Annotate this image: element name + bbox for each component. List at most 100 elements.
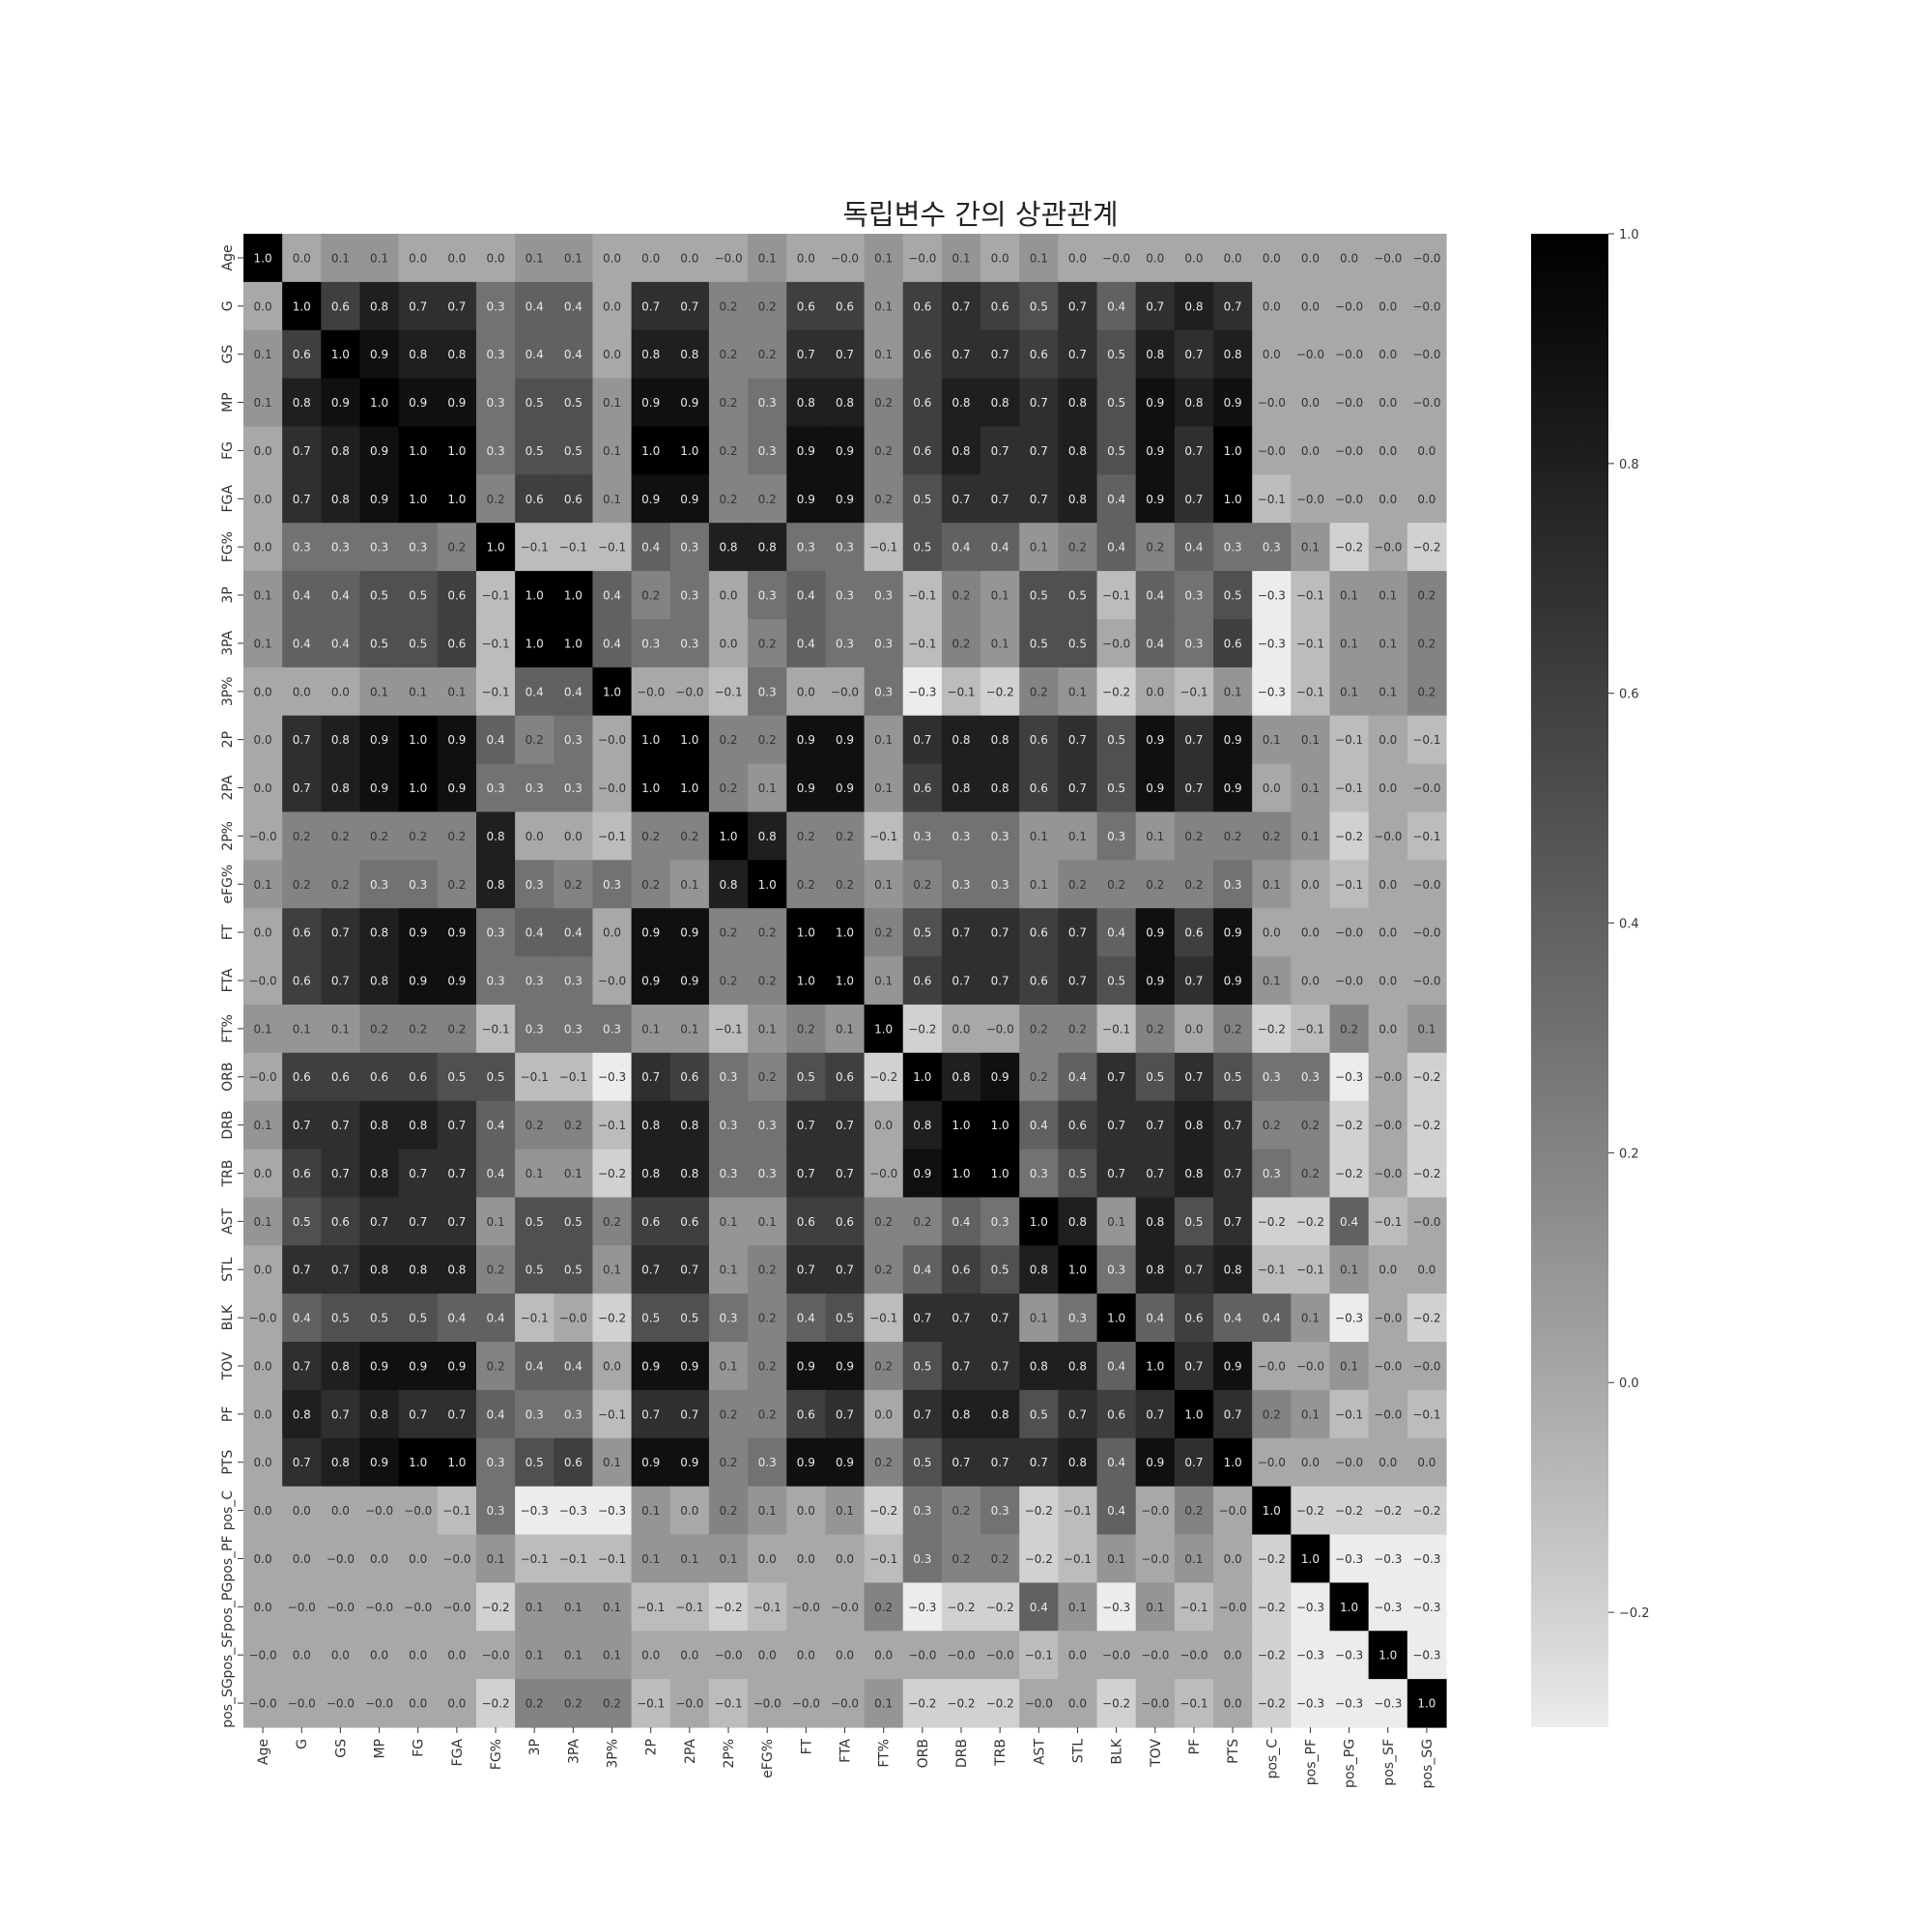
cell-value-label: 0.1 [1378,637,1397,650]
cell-value-label: 0.5 [293,1215,311,1229]
cell-value-label: −0.0 [1412,348,1440,361]
x-tick-label: 3P% [606,1739,621,1769]
cell-value-label: 1.0 [331,348,350,361]
cell-value-label: 0.2 [719,733,737,747]
heatmap-cell [282,571,322,620]
heatmap-cell [1058,1679,1098,1728]
heatmap-cell [554,571,594,620]
cell-value-label: 0.2 [797,1022,815,1036]
heatmap-cell [631,1582,671,1632]
heatmap-cell [864,1293,904,1343]
cell-value-label: 0.3 [564,733,582,747]
cell-value-label: 0.4 [1224,1312,1242,1325]
cell-value-label: 0.4 [331,589,350,603]
heatmap-cell [980,281,1020,331]
heatmap-cell [941,1052,981,1102]
cell-value-label: 0.7 [1224,299,1242,313]
heatmap-cell [669,1100,710,1151]
cell-value-label: −0.0 [404,1601,432,1614]
heatmap-cell [282,1197,322,1246]
cell-value-label: 0.8 [1184,396,1203,410]
heatmap-cell [398,329,439,380]
heatmap-cell [1368,378,1408,428]
cell-value-label: 0.1 [254,1119,272,1132]
heatmap-cell [1252,667,1292,717]
cell-value-label: 0.9 [1224,396,1242,410]
heatmap-cell [941,426,981,475]
cell-value-label: 0.1 [680,1552,698,1566]
cell-value-label: 0.6 [913,348,931,361]
cell-value-label: 0.5 [564,396,582,410]
cell-value-label: −0.2 [1296,1215,1324,1229]
heatmap-cell [359,281,400,331]
cell-value-label: 0.4 [1340,1215,1358,1229]
cell-value-label: 0.7 [1184,733,1203,747]
cell-value-label: 0.3 [991,1504,1009,1518]
heatmap-cell [825,1437,866,1488]
cell-value-label: 1.0 [603,685,621,698]
cell-value-label: 0.3 [874,685,893,698]
heatmap-cell [592,234,633,283]
heatmap-cell [669,1437,710,1488]
heatmap-cell [1096,1293,1137,1343]
cell-value-label: 0.0 [487,251,505,265]
heatmap-cell [1096,1389,1137,1439]
x-tick-label: 2PA [683,1739,698,1764]
cell-value-label: −0.2 [986,1601,1014,1614]
x-tick-label: 2P% [722,1739,737,1769]
cell-value-label: 0.0 [1378,348,1397,361]
cell-value-label: 0.5 [641,1312,660,1325]
cell-value-label: 0.2 [913,1215,931,1229]
cell-value-label: 0.5 [1030,299,1048,313]
heatmap-cell [1368,618,1408,668]
heatmap-cell [902,1197,943,1246]
chart-title: 독립변수 간의 상관관계 [842,198,1118,231]
cell-value-label: 0.1 [874,975,893,988]
cell-value-label: 0.0 [1378,878,1397,892]
heatmap-cell [1058,1197,1098,1246]
cell-value-label: 0.6 [836,1070,854,1084]
heatmap-cell [1135,1582,1176,1632]
heatmap-cell [1213,1679,1253,1728]
cell-value-label: 0.5 [370,1312,388,1325]
cell-value-label: 0.3 [1107,1264,1125,1277]
heatmap-cell [786,329,827,380]
cell-value-label: −0.3 [1335,1649,1363,1662]
heatmap-cell [1329,523,1370,572]
cell-value-label: 0.2 [526,733,544,747]
cell-value-label: 0.6 [836,1215,854,1229]
cell-value-label: 0.9 [836,444,854,458]
cell-value-label: 0.7 [1224,1119,1242,1132]
heatmap-cell [398,1293,439,1343]
cell-value-label: 0.1 [874,781,893,795]
cell-value-label: −0.1 [908,589,936,603]
cell-value-label: 0.3 [487,1504,505,1518]
cell-value-label: 0.7 [447,1167,466,1180]
heatmap-cell [592,1437,633,1488]
heatmap-cell [748,1149,787,1199]
heatmap-cell [1096,1342,1137,1391]
heatmap-cell [1329,763,1370,813]
heatmap-cell [902,1004,943,1054]
cell-value-label: 0.1 [874,878,893,892]
heatmap-cell [902,329,943,380]
heatmap-cell [941,1149,981,1199]
cell-value-label: 0.7 [952,493,970,506]
heatmap-cell [515,1437,554,1488]
heatmap-cell [1174,1100,1214,1151]
heatmap-cell [1291,811,1331,861]
cell-value-label: 0.0 [991,251,1009,265]
cell-value-label: 0.9 [797,1359,815,1373]
cell-value-label: 0.7 [1184,1456,1203,1469]
cell-value-label: 0.3 [913,1504,931,1518]
cell-value-label: −0.1 [714,1697,742,1711]
cell-value-label: −0.0 [1335,299,1363,313]
cell-value-label: 0.6 [331,1215,350,1229]
heatmap-cell [864,1149,904,1199]
heatmap-cell [669,956,710,1006]
heatmap-cell [243,1245,283,1294]
heatmap-cell [1406,1004,1447,1054]
cell-value-label: −0.1 [1335,733,1363,747]
cell-value-label: 0.7 [991,975,1009,988]
cell-value-label: 0.3 [758,589,777,603]
